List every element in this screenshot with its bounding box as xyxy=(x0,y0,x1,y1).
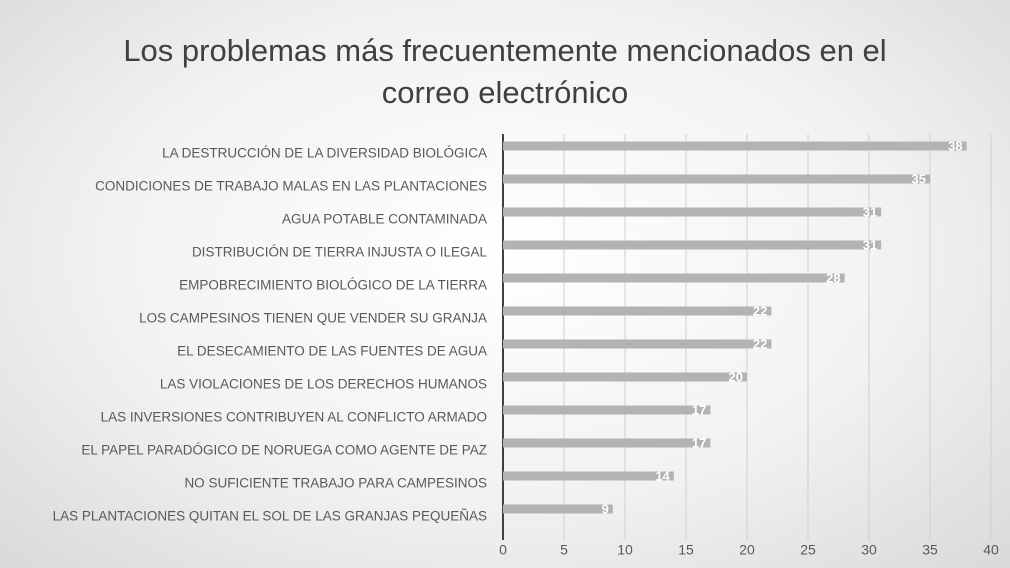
y-tick-label: AGUA POTABLE CONTAMINADA xyxy=(282,212,487,227)
y-tick-label: LAS PLANTACIONES QUITAN EL SOL DE LAS GR… xyxy=(53,509,487,524)
data-label: 20 xyxy=(729,369,743,384)
data-label: 31 xyxy=(863,204,877,219)
bar xyxy=(503,339,772,349)
x-tick-label: 30 xyxy=(861,542,877,558)
y-tick-label: DISTRIBUCIÓN DE TIERRA INJUSTA O ILEGAL xyxy=(192,245,488,260)
bar xyxy=(503,207,882,217)
x-tick-label: 10 xyxy=(617,542,633,558)
bar xyxy=(503,174,930,184)
bar xyxy=(503,306,772,316)
data-label: 17 xyxy=(692,402,706,417)
data-label: 38 xyxy=(948,138,962,153)
x-tick-label: 15 xyxy=(678,542,694,558)
data-label: 17 xyxy=(692,435,706,450)
x-tick-label: 40 xyxy=(983,542,999,558)
chart-title: Los problemas más frecuentemente mencion… xyxy=(123,33,887,110)
y-tick-label: EL DESECAMIENTO DE LAS FUENTES DE AGUA xyxy=(177,344,487,359)
data-label: 31 xyxy=(863,237,877,252)
x-tick-label: 25 xyxy=(800,542,816,558)
bar xyxy=(503,504,613,514)
bar xyxy=(503,240,882,250)
y-tick-label: EL PAPEL PARADÓGICO DE NORUEGA COMO AGEN… xyxy=(81,443,487,458)
y-tick-label: LAS VIOLACIONES DE LOS DERECHOS HUMANOS xyxy=(160,377,487,392)
data-label: 22 xyxy=(753,336,767,351)
data-label: 9 xyxy=(602,501,609,516)
x-tick-label: 5 xyxy=(560,542,568,558)
bar xyxy=(503,141,967,151)
x-tick-label: 0 xyxy=(499,542,507,558)
bar xyxy=(503,471,674,481)
x-tick-label: 35 xyxy=(922,542,938,558)
y-tick-label: LOS CAMPESINOS TIENEN QUE VENDER SU GRAN… xyxy=(139,311,487,326)
data-label: 14 xyxy=(655,468,670,483)
y-tick-label: NO SUFICIENTE TRABAJO PARA CAMPESINOS xyxy=(184,476,487,491)
bar xyxy=(503,273,845,283)
y-tick-label: CONDICIONES DE TRABAJO MALAS EN LAS PLAN… xyxy=(95,179,487,194)
bar xyxy=(503,438,711,448)
y-tick-label: EMPOBRECIMIENTO BIOLÓGICO DE LA TIERRA xyxy=(179,278,487,293)
data-label: 28 xyxy=(826,270,840,285)
bar xyxy=(503,405,711,415)
data-label: 35 xyxy=(912,171,926,186)
y-tick-label: LAS INVERSIONES CONTRIBUYEN AL CONFLICTO… xyxy=(101,410,487,425)
x-tick-label: 20 xyxy=(739,542,755,558)
bar xyxy=(503,372,747,382)
data-label: 22 xyxy=(753,303,767,318)
y-tick-label: LA DESTRUCCIÓN DE LA DIVERSIDAD BIOLÓGIC… xyxy=(162,146,487,161)
